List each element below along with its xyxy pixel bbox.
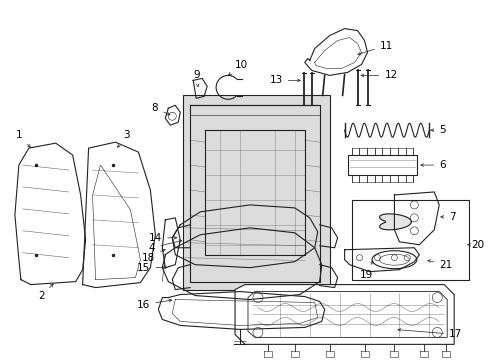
Text: 10: 10	[228, 60, 247, 75]
Text: 11: 11	[357, 41, 392, 55]
Text: 8: 8	[151, 103, 170, 115]
Text: 6: 6	[420, 160, 445, 170]
Text: 5: 5	[430, 125, 445, 135]
Text: 4: 4	[148, 240, 182, 253]
Polygon shape	[347, 155, 416, 175]
Text: 12: 12	[360, 71, 397, 80]
Text: 20: 20	[467, 240, 483, 250]
Text: 14: 14	[149, 233, 176, 243]
Polygon shape	[247, 292, 447, 337]
Text: 7: 7	[440, 212, 455, 222]
Text: 1: 1	[16, 130, 30, 148]
Text: 16: 16	[137, 299, 171, 310]
Polygon shape	[183, 95, 329, 289]
Polygon shape	[379, 214, 410, 230]
Bar	[351, 200, 468, 280]
Text: 3: 3	[118, 130, 130, 147]
Text: 15: 15	[137, 263, 166, 273]
Text: 13: 13	[269, 75, 300, 85]
Text: 9: 9	[193, 71, 200, 87]
Text: 18: 18	[142, 249, 165, 263]
Text: 19: 19	[359, 261, 372, 280]
Text: 21: 21	[427, 260, 451, 270]
Text: 2: 2	[38, 284, 53, 301]
Text: 17: 17	[397, 329, 462, 339]
Polygon shape	[235, 285, 453, 345]
